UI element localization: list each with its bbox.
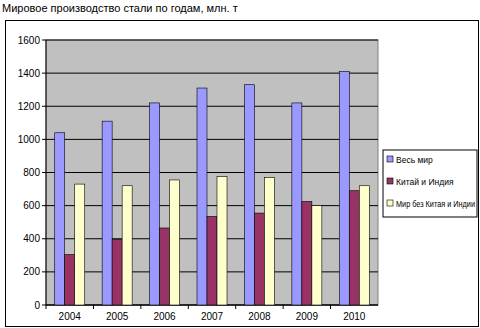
tick-mark <box>42 238 46 239</box>
grid-line <box>46 205 378 206</box>
grid-line <box>46 172 378 173</box>
tick-mark <box>42 271 46 272</box>
bar <box>75 184 85 305</box>
x-tick-label: 2005 <box>106 311 129 322</box>
legend-label: Мир без Китая и Индии <box>396 199 475 209</box>
bar <box>339 71 349 305</box>
legend-swatch <box>387 200 393 206</box>
legend <box>383 150 477 217</box>
y-tick-label: 400 <box>23 233 40 244</box>
grid-line <box>46 139 378 140</box>
x-tick-mark <box>188 305 189 309</box>
bar <box>122 186 132 305</box>
bar <box>170 180 180 305</box>
y-tick-label: 1600 <box>18 35 41 46</box>
grid-line <box>46 40 378 41</box>
x-tick-label: 2004 <box>59 311 82 322</box>
x-tick-label: 2006 <box>153 311 176 322</box>
legend-swatch <box>387 156 393 162</box>
bar <box>349 191 359 305</box>
x-tick-mark <box>140 305 141 309</box>
bar <box>55 133 65 305</box>
chart-frame <box>6 21 479 327</box>
x-tick-label: 2009 <box>296 311 319 322</box>
tick-mark <box>42 139 46 140</box>
bar <box>254 213 264 305</box>
tick-mark <box>42 205 46 206</box>
bar <box>112 240 122 305</box>
y-tick-label: 200 <box>23 266 40 277</box>
plot-area <box>46 40 378 305</box>
x-tick-mark <box>46 305 47 309</box>
y-tick-label: 1200 <box>18 101 41 112</box>
title: Мировое производство стали по годам, млн… <box>2 2 238 14</box>
bar <box>65 254 75 305</box>
bar <box>217 177 227 305</box>
bar <box>150 103 160 305</box>
bar <box>160 228 170 305</box>
grid-line <box>46 73 378 74</box>
x-tick-mark <box>330 305 331 309</box>
y-tick-label: 1400 <box>18 68 41 79</box>
bar <box>359 186 369 305</box>
tick-mark <box>42 73 46 74</box>
y-tick-label: 600 <box>23 200 40 211</box>
bar <box>102 121 112 305</box>
y-tick-label: 0 <box>34 300 40 311</box>
tick-mark <box>42 40 46 41</box>
tick-mark <box>42 172 46 173</box>
x-tick-label: 2007 <box>201 311 224 322</box>
chart: Мировое производство стали по годам, млн… <box>0 0 480 328</box>
legend-label: Весь мир <box>396 155 433 165</box>
x-tick-label: 2010 <box>343 311 366 322</box>
x-tick-mark <box>235 305 236 309</box>
grid-line <box>46 106 378 107</box>
x-tick-mark <box>93 305 94 309</box>
bar <box>197 88 207 305</box>
bar <box>264 177 274 305</box>
tick-mark <box>42 305 46 306</box>
bar <box>312 206 322 305</box>
bars <box>55 71 370 305</box>
x-tick-label: 2008 <box>248 311 271 322</box>
legend-swatch <box>387 178 393 184</box>
y-tick-label: 800 <box>23 167 40 178</box>
bar <box>244 85 254 305</box>
legend-label: Китай и Индия <box>396 177 454 187</box>
bar <box>207 216 217 305</box>
y-axis <box>46 40 47 305</box>
y-tick-label: 1000 <box>18 134 41 145</box>
bar <box>302 201 312 305</box>
tick-mark <box>42 106 46 107</box>
bar <box>292 103 302 305</box>
x-tick-mark <box>283 305 284 309</box>
